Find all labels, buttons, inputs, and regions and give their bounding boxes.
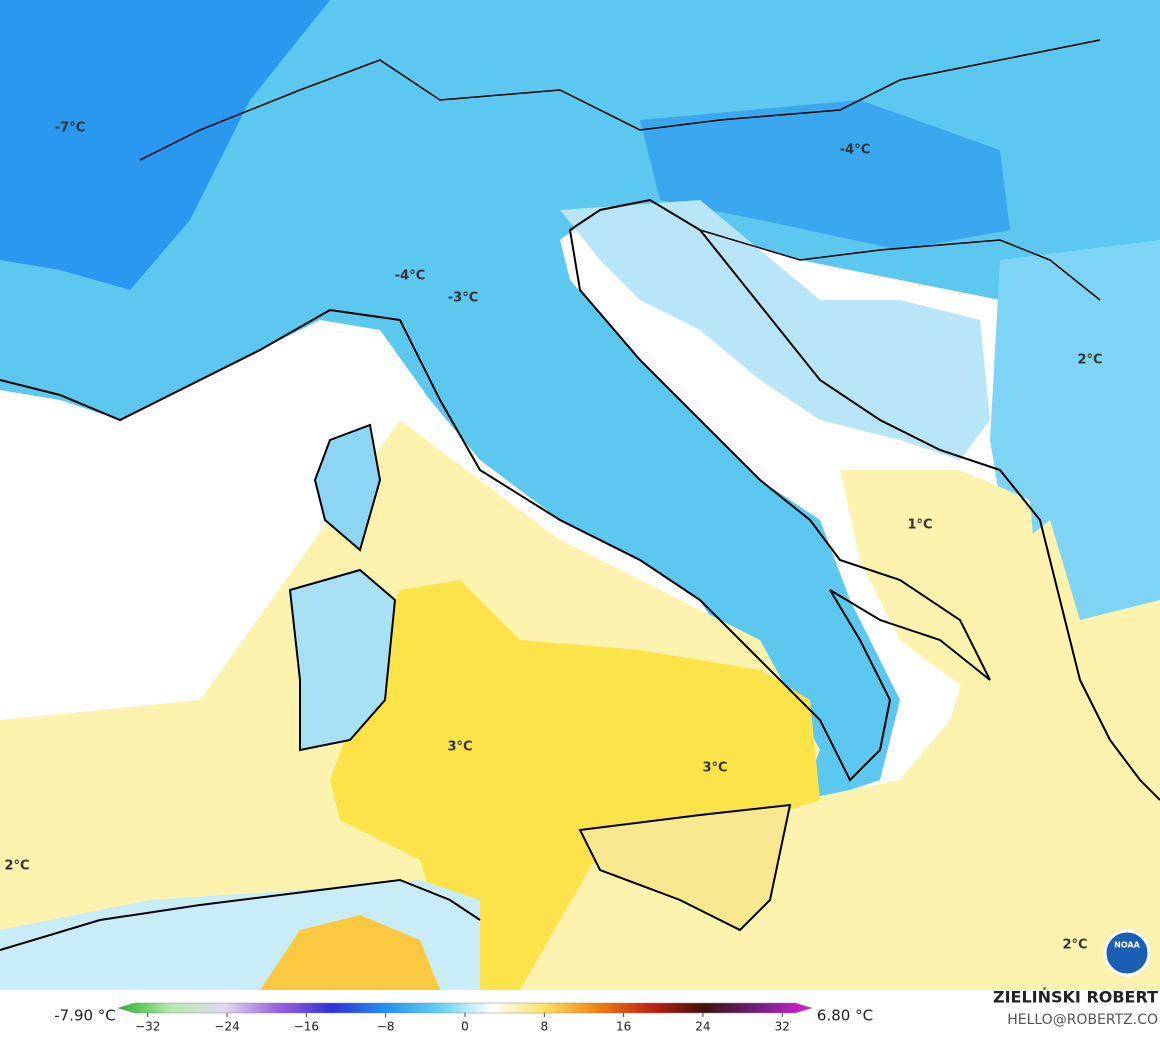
colorbar <box>117 1002 813 1014</box>
coastline <box>0 878 481 951</box>
tick-label: −16 <box>294 1020 319 1034</box>
min-label: -7.90 °C <box>54 1007 116 1025</box>
tick-label: 0 <box>461 1020 469 1034</box>
border <box>139 39 1101 301</box>
tick-label: −32 <box>135 1020 160 1034</box>
temperature-label: 3°C <box>702 761 727 776</box>
temperature-label: 2°C <box>1077 353 1102 368</box>
tick-label: −8 <box>377 1020 395 1034</box>
temperature-label: 1°C <box>907 518 932 533</box>
cold-core <box>0 0 330 290</box>
tick-label: 24 <box>695 1020 710 1034</box>
coastline <box>0 198 991 782</box>
contact: HELLO@ROBERTZ.CO <box>1007 1012 1158 1028</box>
mild-region <box>560 200 990 460</box>
temperature-label: -7°C <box>55 121 85 136</box>
island <box>578 803 792 932</box>
tick-label: −24 <box>214 1020 239 1034</box>
warm-sea <box>840 470 1040 700</box>
author: ZIELIŃSKI ROBERT <box>993 988 1158 1007</box>
temperature-label: 2°C <box>4 859 29 874</box>
warm-core <box>330 580 820 990</box>
noaa-logo <box>1103 929 1151 977</box>
temperature-label: -3°C <box>448 291 478 306</box>
africa-warm <box>260 915 440 990</box>
island <box>313 423 382 552</box>
temperature-label: -4°C <box>395 269 425 284</box>
temperature-label: -4°C <box>840 143 870 158</box>
cold-core <box>640 100 1010 250</box>
tick-label: 8 <box>540 1020 548 1034</box>
logo-text: NOAA <box>1114 941 1140 950</box>
temperature-label: 2°C <box>1062 938 1087 953</box>
temperature-label: 3°C <box>447 740 472 755</box>
max-label: 6.80 °C <box>817 1007 873 1025</box>
coastline <box>699 229 1160 801</box>
tick-label: 32 <box>775 1020 790 1034</box>
tick-label: 16 <box>616 1020 631 1034</box>
island <box>288 568 397 752</box>
